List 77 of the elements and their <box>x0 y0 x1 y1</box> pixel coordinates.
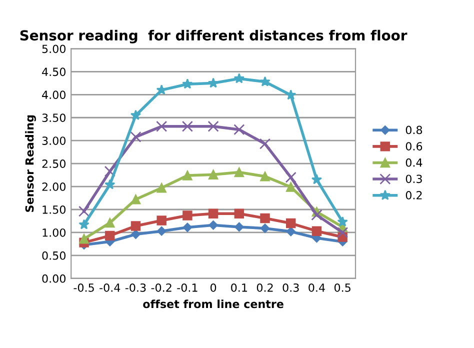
point <box>311 209 322 221</box>
point <box>182 210 192 220</box>
y-tick-label: 4.50 <box>42 68 66 76</box>
y-tick-label: 0.50 <box>42 251 66 260</box>
point <box>130 110 142 120</box>
point <box>105 218 115 228</box>
point <box>286 90 296 100</box>
point <box>337 226 348 238</box>
point <box>182 120 193 132</box>
point <box>105 230 115 241</box>
point <box>104 179 116 190</box>
point <box>234 73 244 84</box>
x-tick-label: 0.2 <box>256 283 273 292</box>
point <box>130 131 142 142</box>
point <box>156 183 166 193</box>
point <box>260 172 270 182</box>
point <box>156 226 166 236</box>
y-axis-title: Sensor Reading <box>25 115 36 212</box>
point <box>130 221 141 231</box>
point <box>286 182 296 192</box>
y-tick-label: 0.00 <box>42 274 66 283</box>
point <box>234 124 245 136</box>
point <box>208 170 218 180</box>
point <box>208 120 219 132</box>
x-tick-label: -0.2 <box>151 283 172 292</box>
point <box>182 78 193 89</box>
legend-label: 0.8 <box>406 126 422 134</box>
chart-title: Sensor reading for different distances from floor <box>20 30 408 44</box>
y-tick-label: 3.50 <box>42 114 66 122</box>
point <box>156 216 166 226</box>
x-tick-label: 0.5 <box>334 283 350 292</box>
point <box>208 220 218 230</box>
point <box>312 226 322 236</box>
y-tick-label: 2.00 <box>42 182 66 191</box>
y-tick-label: 3.00 <box>42 136 66 145</box>
point <box>337 216 348 227</box>
legend-label: 0.4 <box>406 158 422 167</box>
x-axis-title: offset from line centre <box>143 300 284 308</box>
x-tick-label: 0.3 <box>282 283 299 292</box>
point <box>260 213 270 224</box>
point <box>234 208 244 218</box>
legend-label: 0.6 <box>406 142 422 150</box>
point <box>234 167 244 178</box>
legend-label: 0.2 <box>406 191 422 200</box>
y-tick-label: 2.50 <box>42 160 66 168</box>
y-tick-label: 1.50 <box>42 205 66 214</box>
x-tick-label: 0 <box>210 283 216 292</box>
y-tick-label: 4.00 <box>42 90 66 100</box>
point <box>156 120 168 132</box>
point <box>182 222 192 232</box>
point <box>130 194 141 204</box>
point <box>78 206 90 217</box>
point <box>285 172 296 183</box>
point <box>234 222 244 232</box>
point <box>286 218 296 228</box>
x-tick-label: -0.1 <box>177 283 198 292</box>
legend-label: 0.3 <box>406 174 422 184</box>
point <box>79 234 89 244</box>
point <box>208 208 218 218</box>
point <box>286 226 296 236</box>
point <box>260 76 270 86</box>
point <box>131 230 140 239</box>
point <box>104 166 116 177</box>
point <box>260 224 270 233</box>
x-tick-label: -0.5 <box>74 283 94 292</box>
point <box>208 78 219 88</box>
y-tick-label: 1.00 <box>42 228 66 237</box>
x-tick-label: -0.4 <box>100 283 120 292</box>
point <box>156 84 167 95</box>
x-tick-label: 0.4 <box>308 283 325 292</box>
x-tick-label: 0.1 <box>231 283 247 292</box>
point <box>182 170 192 180</box>
point <box>259 138 271 150</box>
point <box>78 219 90 230</box>
point <box>311 174 322 184</box>
x-tick-label: -0.3 <box>125 283 146 292</box>
y-tick-label: 5.00 <box>42 44 66 54</box>
